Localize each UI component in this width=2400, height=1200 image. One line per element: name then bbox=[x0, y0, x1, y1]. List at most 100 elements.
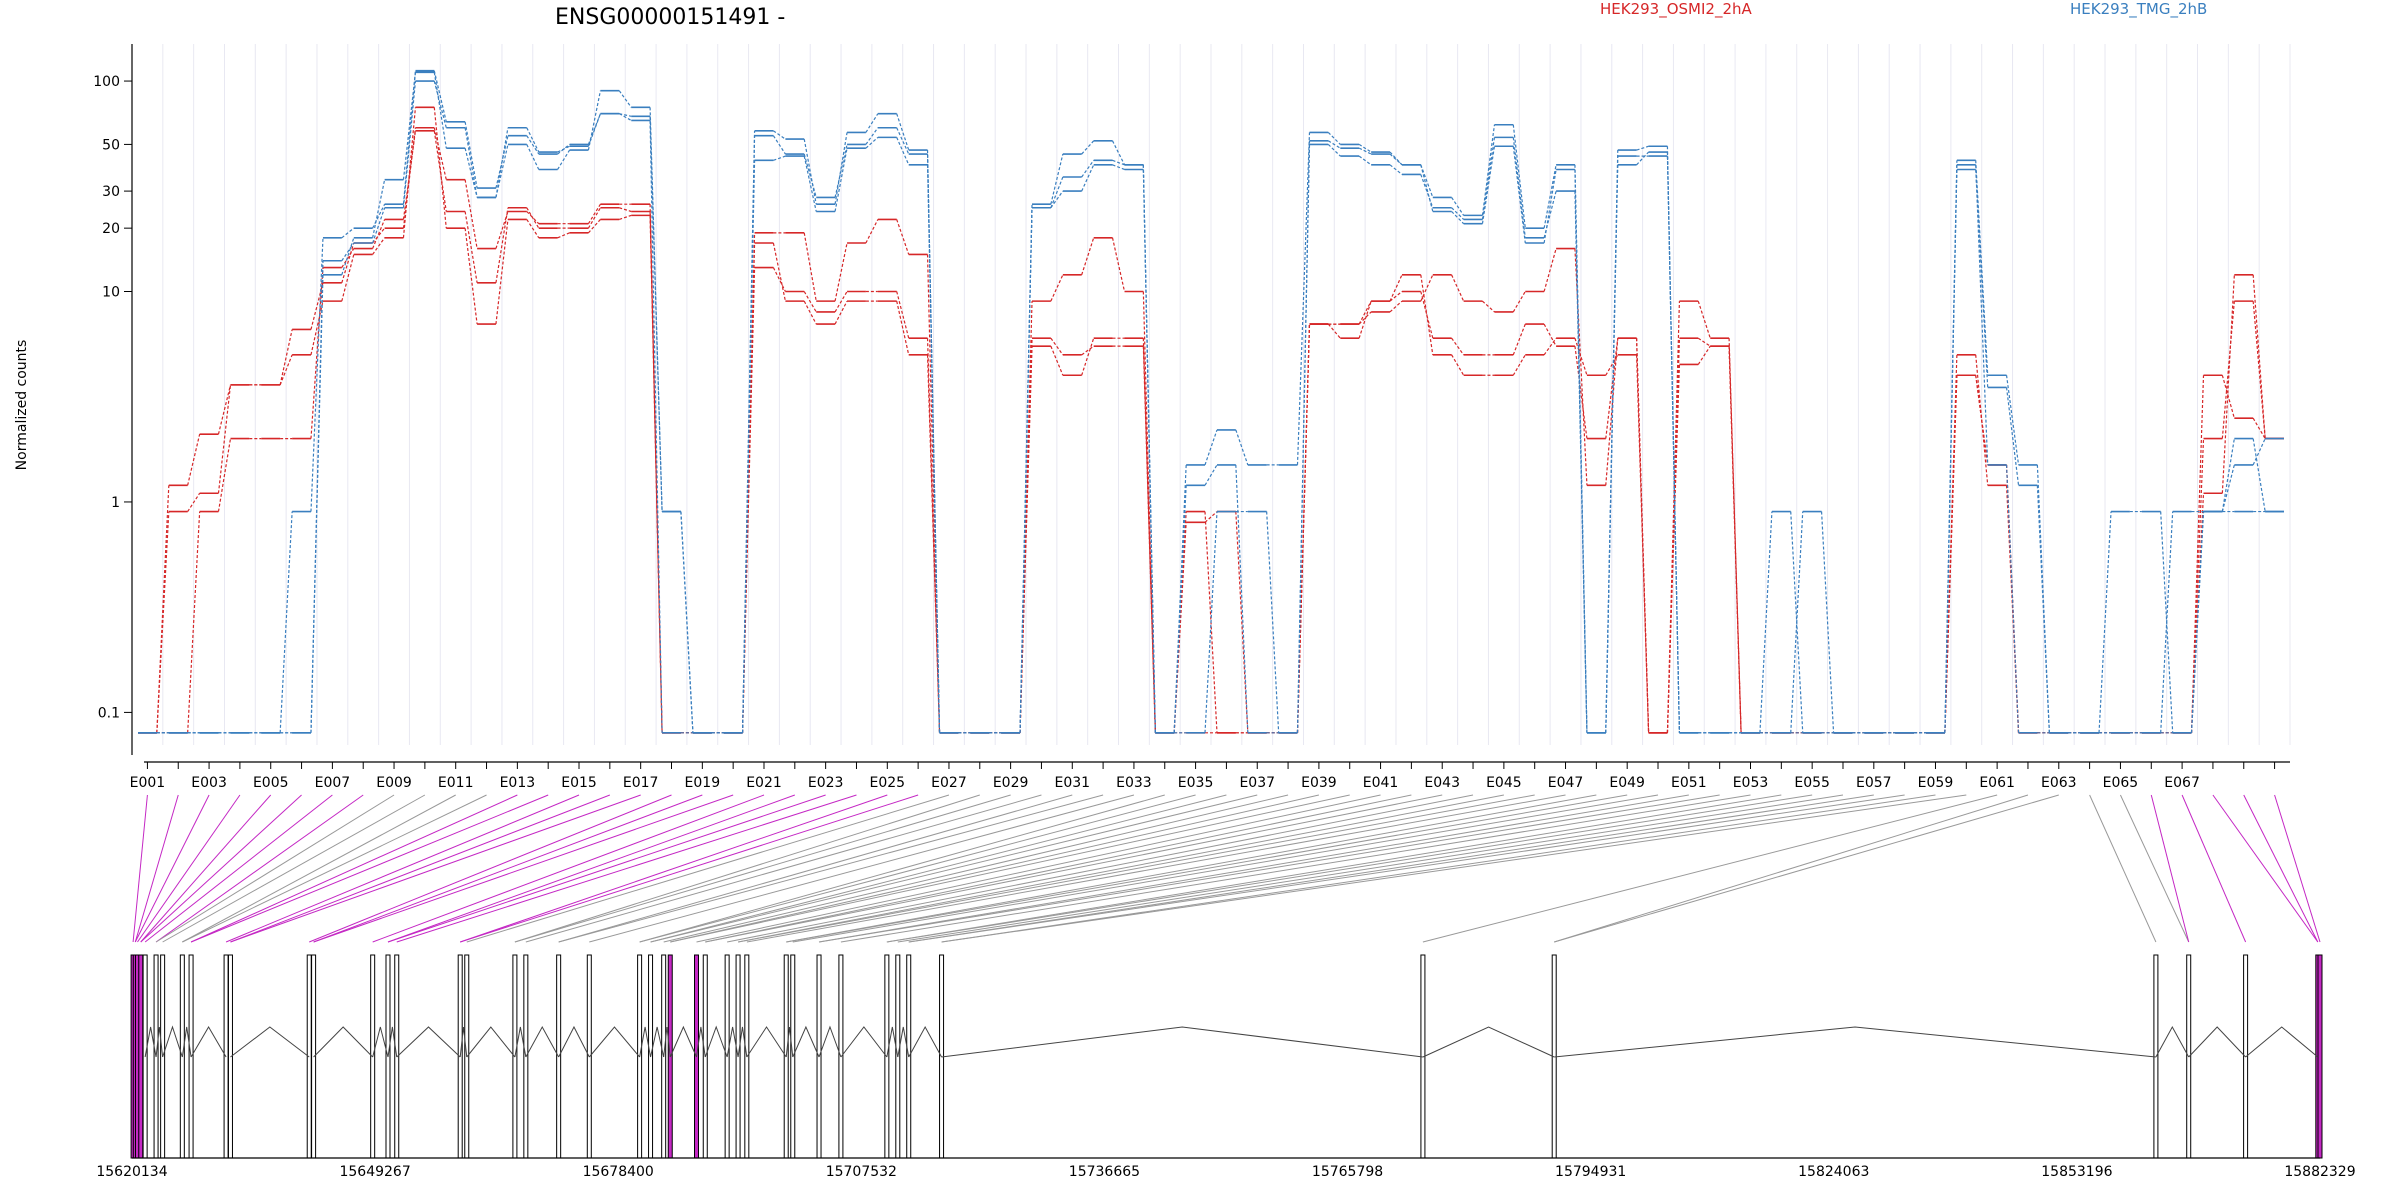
y-axis: 0.1 1 10 20 30 50 100 bbox=[93, 44, 133, 755]
intron-line bbox=[2188, 1026, 2246, 1058]
exon-connector bbox=[1422, 794, 1998, 943]
exon-connector bbox=[558, 794, 1073, 943]
data-transition bbox=[1389, 153, 1403, 166]
data-transition bbox=[1142, 346, 1156, 733]
intron-line bbox=[886, 1026, 899, 1058]
exon-label: E043 bbox=[1424, 775, 1460, 791]
data-transition bbox=[772, 135, 786, 155]
data-transition bbox=[1050, 176, 1064, 208]
data-transition bbox=[803, 138, 817, 205]
exon-connector bbox=[670, 794, 1320, 943]
data-transition bbox=[1112, 159, 1125, 166]
data-transition bbox=[2221, 301, 2235, 439]
data-transition bbox=[402, 81, 417, 208]
data-transition bbox=[1111, 140, 1126, 166]
exon-connector bbox=[792, 794, 1659, 943]
intron-line bbox=[696, 1026, 706, 1058]
data-transition bbox=[1050, 345, 1064, 376]
data-transition bbox=[896, 219, 910, 255]
data-transition bbox=[1697, 300, 1711, 339]
exon-connector bbox=[140, 794, 302, 943]
data-transition bbox=[1358, 311, 1372, 325]
exon-connector bbox=[396, 794, 857, 943]
data-transition bbox=[1636, 151, 1650, 166]
data-transition bbox=[1543, 323, 1557, 347]
exon-connector-lines bbox=[132, 794, 2321, 943]
exon-connector bbox=[908, 794, 1874, 943]
data-transition bbox=[557, 145, 570, 153]
data-transition bbox=[1451, 211, 1465, 225]
data-transition bbox=[464, 179, 478, 249]
data-transition bbox=[1327, 132, 1341, 145]
data-transition bbox=[834, 132, 848, 205]
data-transition bbox=[217, 438, 232, 512]
genomic-coordinate-label: 15824063 bbox=[1798, 1164, 1869, 1180]
exon-connector bbox=[1554, 794, 2029, 943]
data-transition bbox=[2221, 464, 2235, 512]
data-transition bbox=[1358, 155, 1372, 166]
gene-model bbox=[130, 954, 2323, 1159]
y-tick-label: 30 bbox=[102, 184, 120, 200]
data-transition bbox=[741, 160, 756, 733]
data-transition bbox=[2252, 417, 2266, 439]
data-transition bbox=[834, 291, 848, 313]
data-transition bbox=[1666, 152, 1681, 733]
data-transition bbox=[1389, 291, 1403, 302]
data-transition bbox=[1574, 248, 1588, 486]
data-transition bbox=[433, 70, 447, 122]
exon-label: E053 bbox=[1733, 775, 1769, 791]
exon-label: E015 bbox=[561, 775, 597, 791]
exon-connector bbox=[639, 794, 1196, 943]
exon-connector bbox=[372, 794, 765, 943]
exon-label: E027 bbox=[931, 775, 967, 791]
exon-connector bbox=[2212, 794, 2319, 943]
exon-label: E023 bbox=[808, 775, 844, 791]
data-transition bbox=[834, 148, 848, 212]
intron-line bbox=[2155, 1025, 2190, 1058]
intron-line bbox=[525, 1025, 560, 1058]
data-transition bbox=[310, 301, 324, 355]
intron-line bbox=[792, 1025, 820, 1058]
data-transition bbox=[1050, 190, 1064, 209]
data-transition bbox=[526, 207, 540, 229]
data-transition bbox=[433, 130, 447, 212]
intron-line bbox=[313, 1026, 374, 1058]
exon-label: E055 bbox=[1794, 775, 1830, 791]
intron-line bbox=[785, 1026, 794, 1058]
data-transition bbox=[1697, 345, 1711, 365]
data-transition bbox=[1112, 164, 1125, 171]
data-transition bbox=[1636, 145, 1649, 151]
data-transition bbox=[1204, 429, 1218, 466]
exon-connector bbox=[313, 794, 734, 943]
exon-connector bbox=[650, 794, 1258, 943]
data-transition bbox=[1081, 237, 1095, 276]
data-transition bbox=[1081, 338, 1095, 376]
data-transition bbox=[1204, 511, 1218, 523]
data-transition bbox=[1235, 511, 1249, 733]
exon-connector bbox=[818, 794, 1720, 943]
exon-connector bbox=[144, 794, 333, 943]
genomic-coordinate-label: 15707532 bbox=[826, 1164, 897, 1180]
exon-label: E035 bbox=[1178, 775, 1214, 791]
exon-connector bbox=[134, 794, 210, 943]
data-transition bbox=[2005, 387, 2020, 486]
legend-entry-tmg: HEK293_TMG_2hB bbox=[2070, 0, 2207, 19]
data-transition bbox=[1666, 338, 1681, 733]
data-transition bbox=[1574, 191, 1588, 733]
data-transition bbox=[372, 227, 386, 244]
intron-line bbox=[639, 1026, 652, 1058]
intron-line bbox=[230, 1026, 310, 1058]
data-transition bbox=[1296, 132, 1311, 465]
data-transition bbox=[1543, 337, 1557, 356]
exon-label: E011 bbox=[438, 775, 474, 791]
exon-connector bbox=[727, 794, 1474, 943]
data-transition bbox=[2098, 511, 2112, 733]
data-transition bbox=[1111, 237, 1126, 292]
exon-connector bbox=[2243, 794, 2319, 943]
data-transition bbox=[803, 232, 817, 302]
exon-label: E017 bbox=[623, 775, 659, 791]
data-transition bbox=[2160, 511, 2174, 733]
x-axis: E001 E003 E005 E007 E009 E011 E013 E015 E017 E019… bbox=[130, 761, 2290, 791]
exon-label: E007 bbox=[315, 775, 351, 791]
genomic-coordinate-label: 15794931 bbox=[1555, 1164, 1626, 1180]
